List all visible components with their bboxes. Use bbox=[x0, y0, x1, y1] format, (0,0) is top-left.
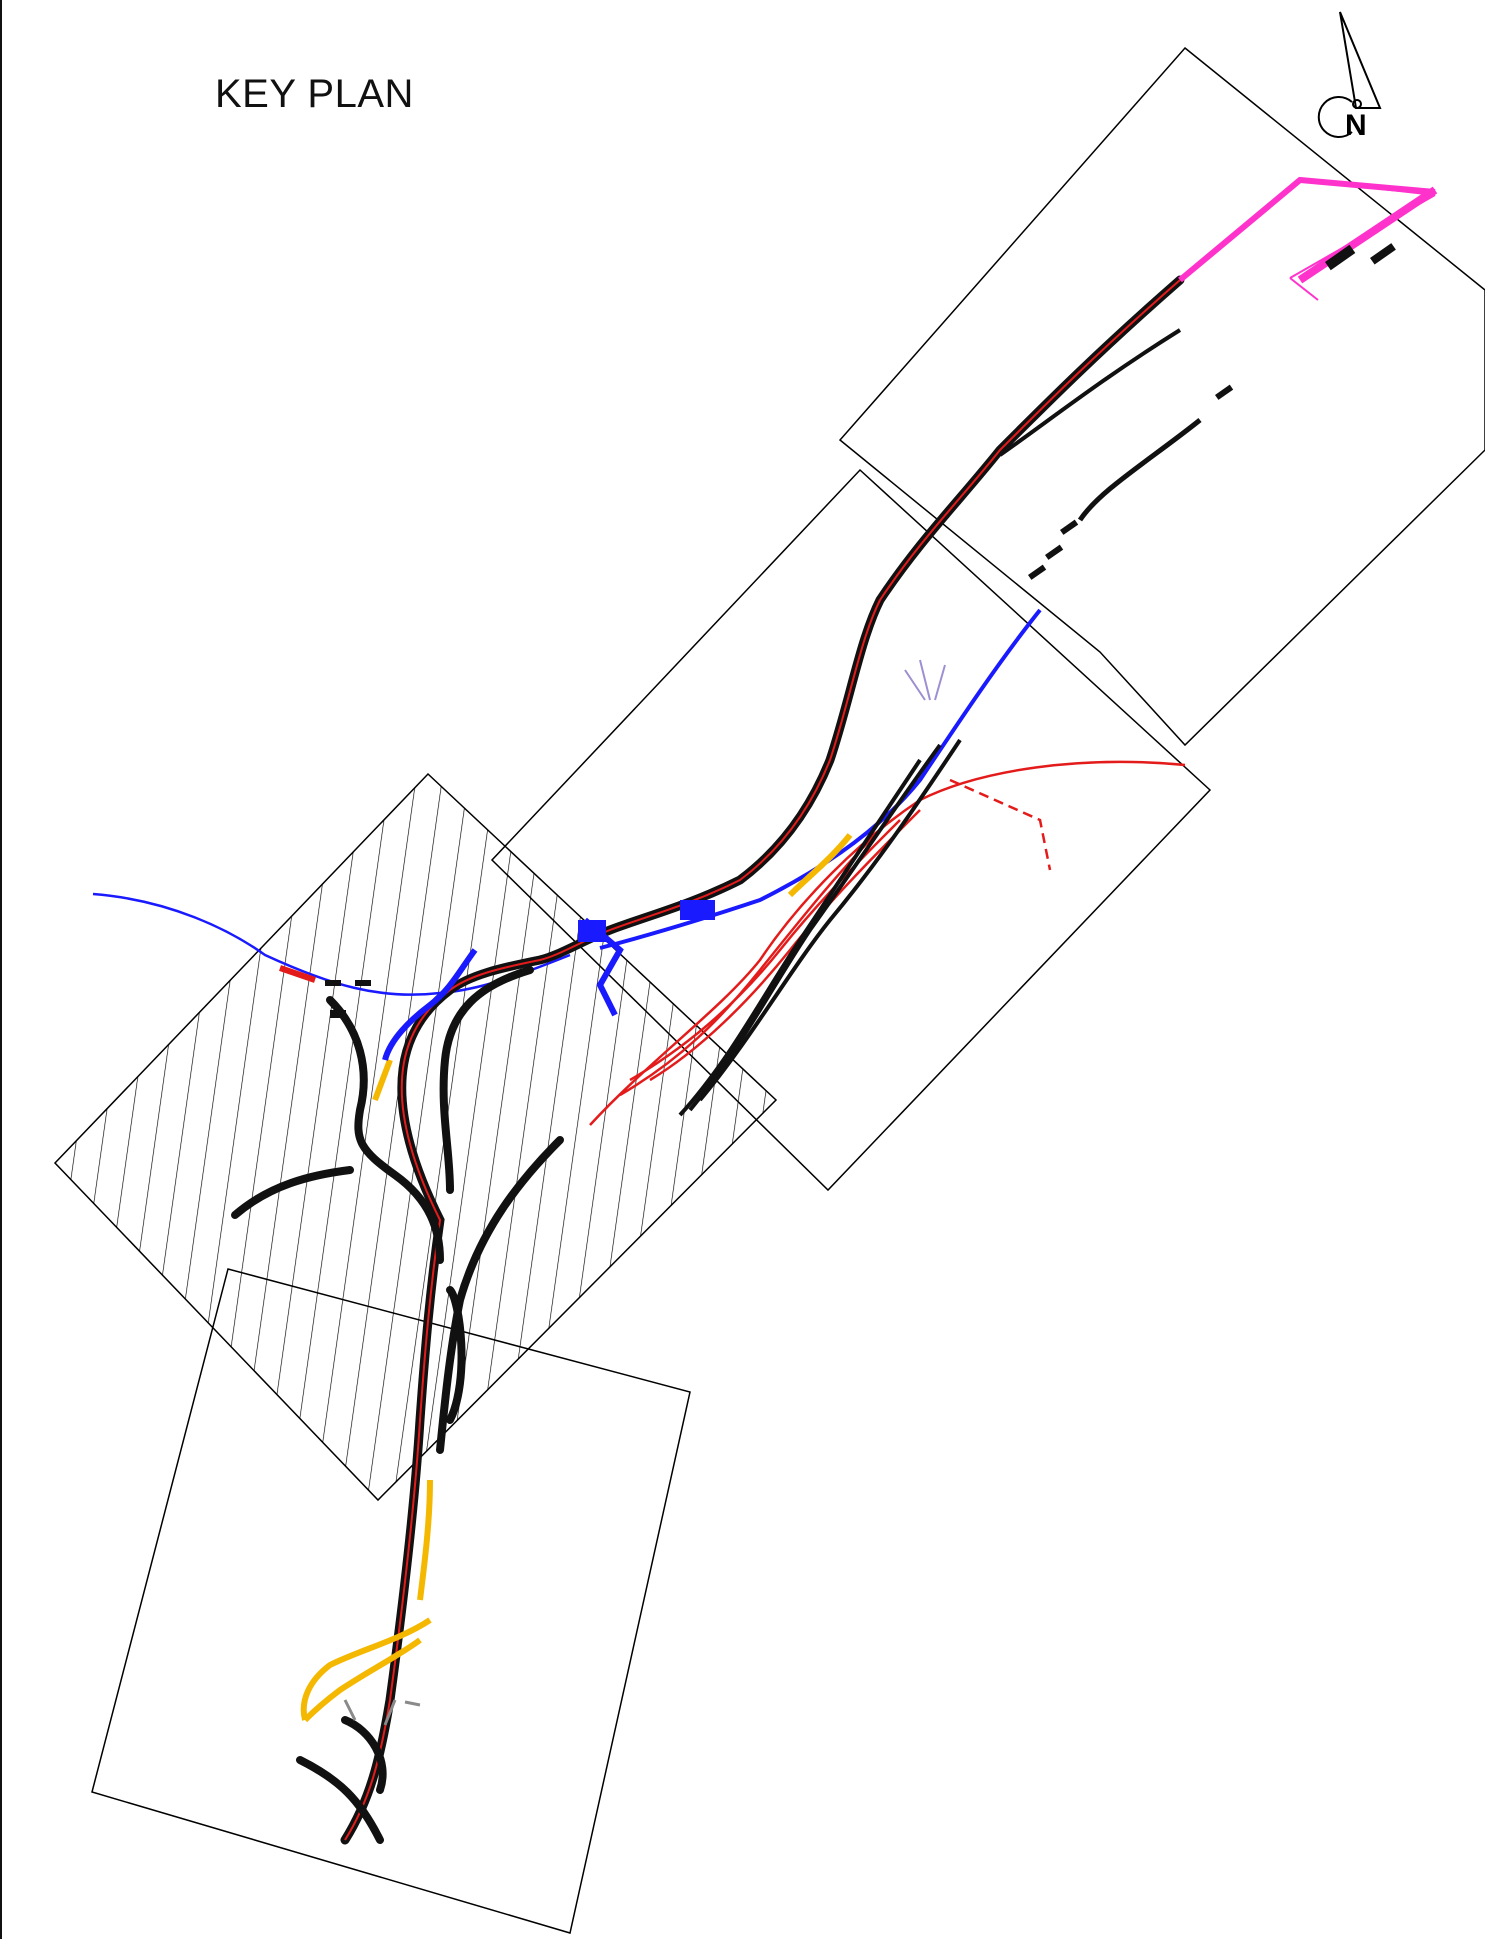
yellow-routes bbox=[300, 833, 853, 1723]
sheet-outline-3 bbox=[91, 1268, 691, 1934]
north-arrow-label: N bbox=[1345, 109, 1367, 142]
parallel-track-ne bbox=[1077, 418, 1202, 522]
blue-route-middle bbox=[599, 608, 1042, 950]
hatched-current-sheet bbox=[53, 772, 778, 1502]
north-arrow-icon: N bbox=[1317, 11, 1382, 142]
key-plan-title: KEY PLAN bbox=[215, 72, 414, 116]
west-branch-black bbox=[231, 966, 564, 1844]
black-yard-tracks bbox=[678, 738, 962, 1117]
red-lead-west bbox=[279, 965, 316, 983]
sheet-outline-2 bbox=[490, 468, 1212, 1192]
magenta-route-north bbox=[1178, 176, 1436, 283]
sheet-outline-1 bbox=[838, 46, 1485, 747]
platform-blocks bbox=[325, 243, 1396, 1018]
sheet-border-left bbox=[0, 0, 2, 1939]
purple-fan bbox=[904, 659, 946, 701]
blue-spur-west bbox=[382, 948, 478, 1061]
grey-structures-south bbox=[343, 1699, 421, 1726]
main-alignment-red bbox=[344, 279, 1181, 1841]
